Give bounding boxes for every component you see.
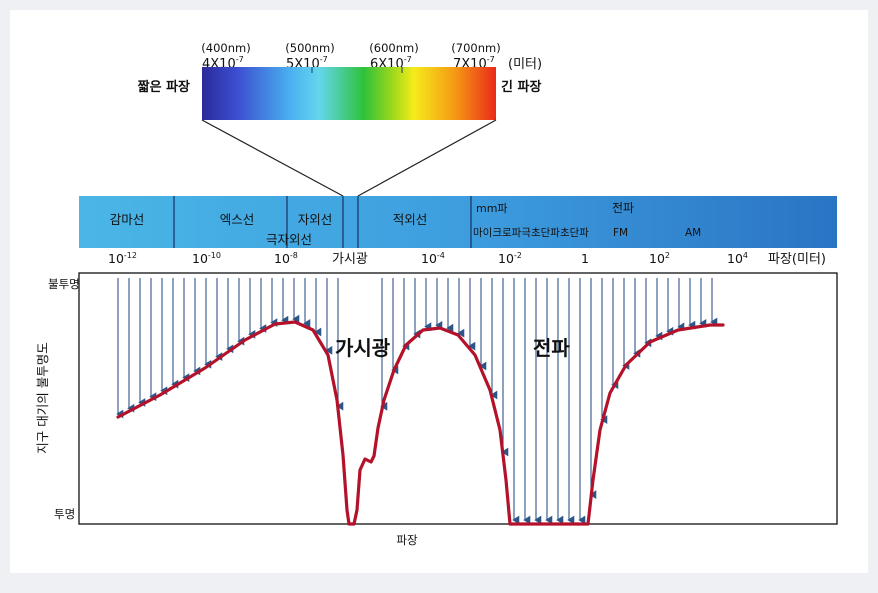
y-bottom-label: 투명 xyxy=(54,507,75,521)
wavelength-axis: 10-12 10-10 10-8 가시광 10-4 10-2 1 102 104… xyxy=(108,251,826,267)
spectrum-section: (400nm) (500nm) (600nm) (700nm) 4X10-7 5… xyxy=(138,41,542,197)
axis-tick-label: 102 xyxy=(649,251,670,266)
opacity-curve xyxy=(116,320,725,526)
y-axis-title: 지구 대기의 불투명도 xyxy=(35,342,50,453)
band-am-label: AM xyxy=(685,227,701,239)
band-uv-label: 자외선 xyxy=(298,212,333,227)
zoom-line-left xyxy=(201,119,344,197)
zoom-line-right xyxy=(357,119,497,197)
visible-window-label: 가시광 xyxy=(335,336,391,360)
spectrum-unit-label: (미터) xyxy=(508,57,542,72)
em-band-bar xyxy=(79,196,837,248)
band-gamma-label: 감마선 xyxy=(110,212,145,227)
transmission-arrows xyxy=(116,278,718,525)
band-radio-label: 전파 xyxy=(612,201,634,215)
wavelength-nm-label: (700nm) xyxy=(451,41,500,55)
visible-spectrum-bar xyxy=(202,67,496,120)
y-top-label: 불투명 xyxy=(48,277,80,291)
axis-tick-label: 10-8 xyxy=(274,251,298,266)
axis-tick-label: 10-2 xyxy=(498,251,522,266)
long-wavelength-label: 긴 파장 xyxy=(501,79,541,95)
axis-unit-label: 파장(미터) xyxy=(768,252,826,267)
band-fm-label: FM xyxy=(613,227,628,239)
axis-tick-label: 10-10 xyxy=(192,251,221,266)
plot-frame xyxy=(78,272,838,525)
wavelength-nm-label: (400nm) xyxy=(201,41,250,55)
axis-tick-label: 10-12 xyxy=(108,251,137,266)
opacity-plot: 불투명 투명 지구 대기의 불투명도 파장 가시광 전파 xyxy=(35,272,838,547)
band-radio-sub-label: 마이크로파극초단파초단파 xyxy=(473,227,589,239)
x-axis-title: 파장 xyxy=(396,533,418,547)
band-infrared-label: 적외선 xyxy=(393,212,428,227)
axis-tick-label: 104 xyxy=(727,251,748,266)
band-mm-label: mm파 xyxy=(476,202,508,215)
em-band: 감마선 엑스선 자외선 극자외선 적외선 mm파 전파 마이크로파극초단파초단파… xyxy=(79,196,837,248)
axis-visible-label: 가시광 xyxy=(332,252,368,267)
axis-tick-label: 1 xyxy=(581,251,589,266)
wavelength-nm-label: (600nm) xyxy=(369,41,418,55)
band-extreme-uv-label: 극자외선 xyxy=(266,232,312,247)
radio-window-label: 전파 xyxy=(533,336,570,360)
band-xray-label: 엑스선 xyxy=(220,212,255,227)
axis-tick-label: 10-4 xyxy=(421,251,445,266)
short-wavelength-label: 짧은 파장 xyxy=(138,79,190,95)
figure-card: (400nm) (500nm) (600nm) (700nm) 4X10-7 5… xyxy=(10,10,868,573)
wavelength-nm-label: (500nm) xyxy=(285,41,334,55)
opacity-diagram: (400nm) (500nm) (600nm) (700nm) 4X10-7 5… xyxy=(35,41,838,547)
